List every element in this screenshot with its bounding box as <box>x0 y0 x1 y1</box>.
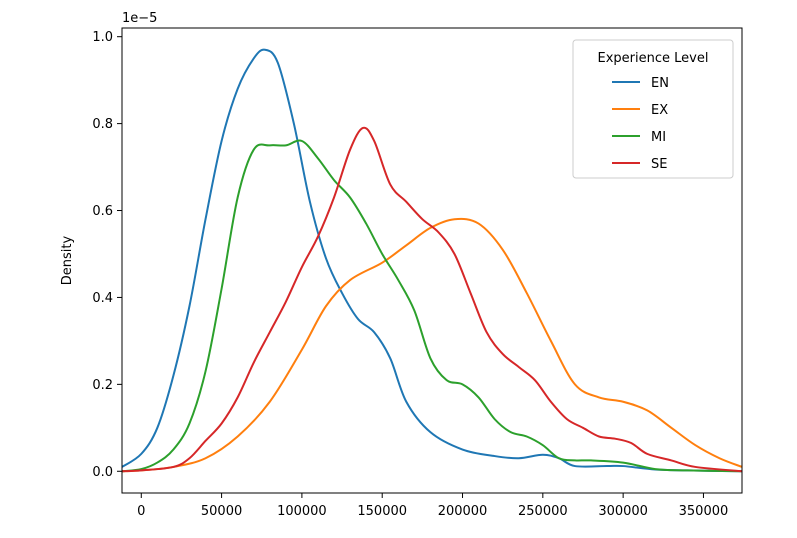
series-line-en <box>122 48 742 473</box>
x-tick-label: 150000 <box>357 504 407 519</box>
x-tick-label: 250000 <box>518 504 568 519</box>
legend-title: Experience Level <box>598 51 709 66</box>
y-tick-label: 1.0 <box>92 30 113 45</box>
x-tick-label: 100000 <box>277 504 327 519</box>
series-layer <box>122 48 742 473</box>
series-line-mi <box>122 139 742 473</box>
x-tick-label: 0 <box>137 504 145 519</box>
x-tick-label: 200000 <box>438 504 488 519</box>
y-tick-label: 0.6 <box>92 204 113 219</box>
legend-label-se: SE <box>651 157 667 172</box>
y-tick-label: 0.8 <box>92 117 113 132</box>
legend: Experience Level EN EX MI SE <box>572 39 734 179</box>
x-tick-label: 300000 <box>598 504 648 519</box>
legend-label-ex: EX <box>651 103 668 118</box>
y-tick-label: 0.0 <box>92 465 113 480</box>
y-tick-label: 0.4 <box>92 291 113 306</box>
series-line-ex <box>122 217 742 473</box>
legend-items: EN EX MI SE <box>612 76 669 172</box>
legend-label-mi: MI <box>651 130 666 145</box>
x-tick-label: 50000 <box>201 504 242 519</box>
y-axis-label: Density <box>60 235 75 285</box>
series-line-se <box>122 126 742 473</box>
axes-layer: 0 50000 100000 150000 200000 250000 300000 3500… <box>92 27 743 519</box>
plot-frame <box>121 27 743 494</box>
x-tick-label: 350000 <box>679 504 729 519</box>
legend-box <box>572 39 734 179</box>
legend-label-en: EN <box>651 76 669 91</box>
y-tick-label: 0.2 <box>92 378 113 393</box>
y-offset-label: 1e−5 <box>122 11 157 26</box>
